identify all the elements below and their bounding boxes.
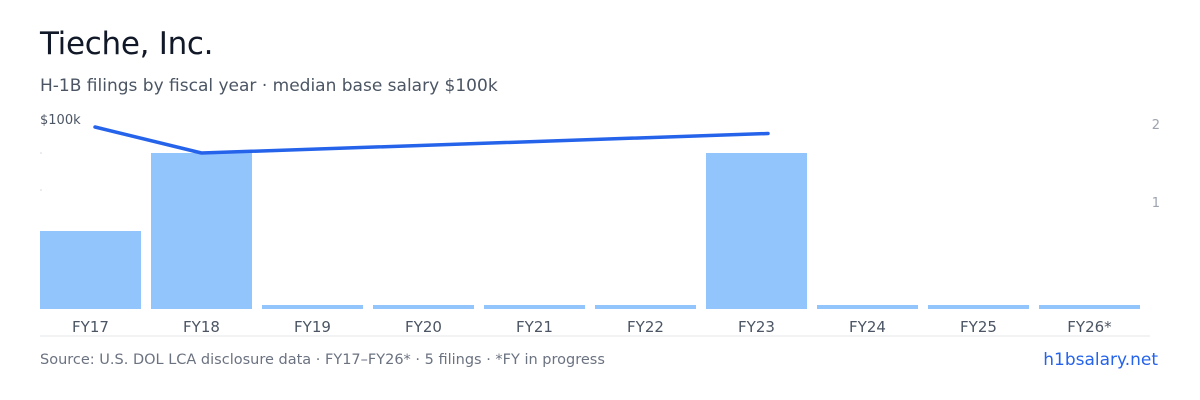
bar-FY19	[262, 305, 363, 309]
x-tick-label: FY25	[960, 318, 997, 336]
left-grid-dot	[40, 189, 42, 191]
bar-FY26	[1039, 305, 1140, 309]
x-tick-label: FY23	[738, 318, 775, 336]
bar-FY21	[484, 305, 585, 309]
x-tick-label: FY20	[405, 318, 442, 336]
bar-FY24	[817, 305, 918, 309]
salary-line	[93, 125, 770, 155]
x-tick-label: FY19	[294, 318, 331, 336]
x-tick-label: FY21	[516, 318, 553, 336]
chart-title: Tieche, Inc.	[40, 26, 214, 62]
bar-FY25	[928, 305, 1029, 309]
x-tick-label: FY24	[849, 318, 886, 336]
x-tick-label: FY17	[72, 318, 109, 336]
right-axis-tick: 1	[1152, 196, 1160, 211]
chart-subtitle: H-1B filings by fiscal year · median bas…	[40, 76, 498, 96]
bar-FY20	[373, 305, 474, 309]
x-tick-label: FY26*	[1067, 318, 1112, 336]
x-tick-label: FY22	[627, 318, 664, 336]
bar-FY18	[151, 153, 252, 309]
source-note: Source: U.S. DOL LCA disclosure data · F…	[40, 352, 605, 368]
bar-FY22	[595, 305, 696, 309]
bar-FY23	[706, 153, 807, 309]
x-tick-label: FY18	[183, 318, 220, 336]
right-axis-tick: 2	[1152, 118, 1160, 133]
brand-link[interactable]: h1bsalary.net	[1043, 350, 1158, 370]
left-axis-tick: $100k	[40, 113, 81, 128]
bar-FY17	[40, 231, 141, 309]
left-grid-dot	[40, 152, 42, 154]
